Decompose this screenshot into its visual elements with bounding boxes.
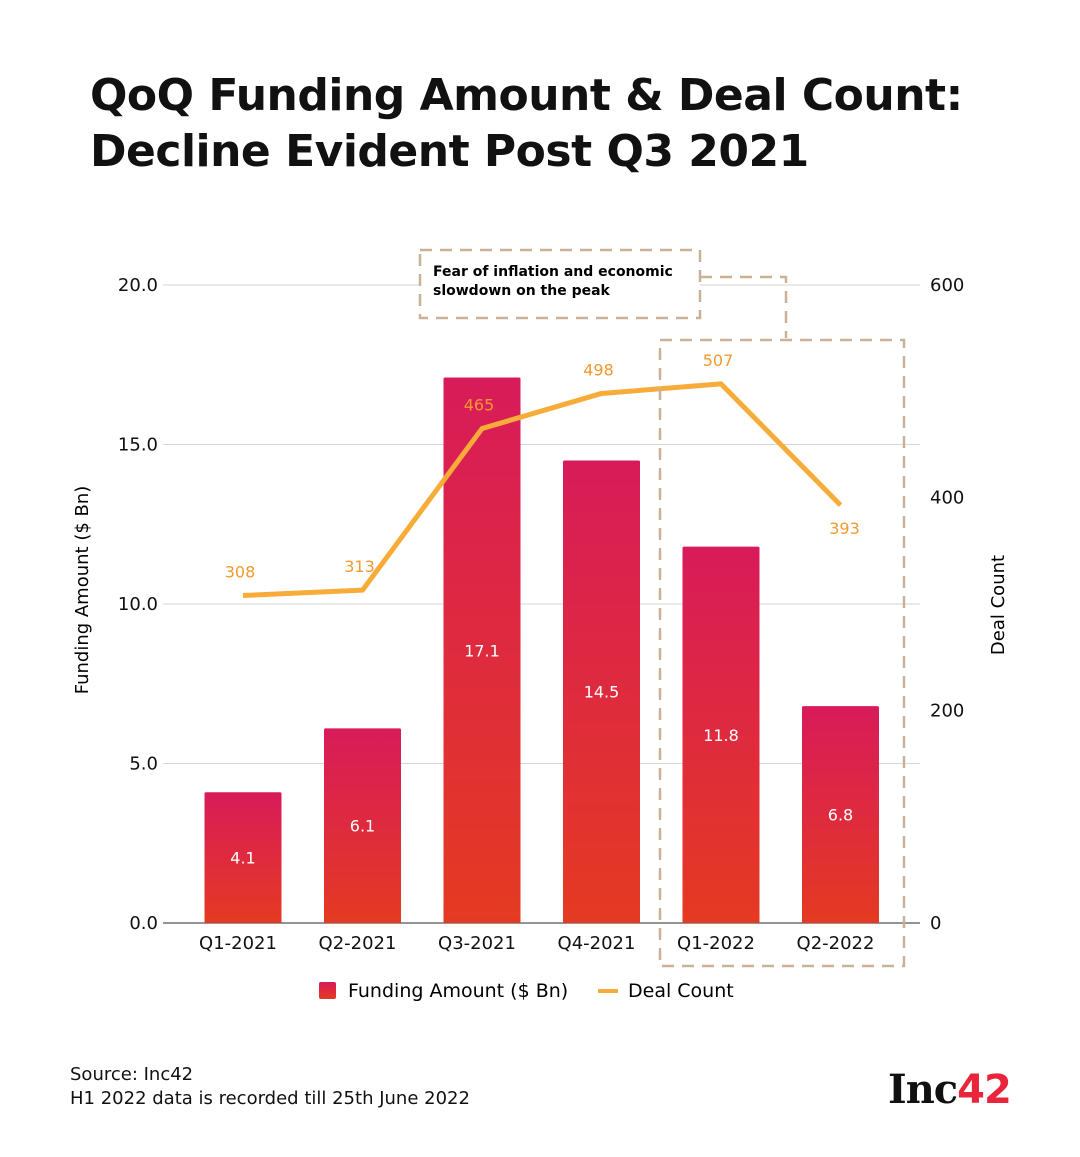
x-tick-label: Q1-2022 bbox=[677, 933, 755, 954]
deal-count-label: 308 bbox=[225, 562, 256, 581]
bar-value-label: 6.1 bbox=[350, 817, 375, 836]
bar-value-label: 4.1 bbox=[230, 849, 255, 868]
y-left-tick-label: 5.0 bbox=[129, 754, 158, 775]
highlight-box bbox=[658, 338, 906, 968]
annotation-box bbox=[418, 248, 702, 320]
bar-Q3-2021 bbox=[443, 377, 521, 923]
chart-title: QoQ Funding Amount & Deal Count: Decline … bbox=[90, 70, 963, 177]
deal-count-label: 507 bbox=[703, 351, 734, 370]
deal-count-label: 498 bbox=[583, 360, 614, 379]
deal-count-label: 393 bbox=[829, 519, 860, 538]
x-tick-label: Q1-2021 bbox=[199, 933, 277, 954]
bar-Q2-2022 bbox=[802, 706, 879, 923]
deal-count-label: 465 bbox=[464, 396, 495, 415]
y-right-tick-label: 400 bbox=[930, 488, 964, 509]
y-left-tick-label: 0.0 bbox=[129, 913, 158, 934]
y-left-tick-label: 10.0 bbox=[118, 594, 158, 615]
legend-line-swatch bbox=[598, 989, 618, 993]
x-tick-label: Q2-2021 bbox=[319, 933, 397, 954]
logo-number: 42 bbox=[957, 1067, 1012, 1113]
note-text: H1 2022 data is recorded till 25th June … bbox=[70, 1088, 470, 1109]
legend-bar-swatch bbox=[319, 982, 336, 999]
bar-value-label: 6.8 bbox=[828, 806, 853, 825]
bar-value-label: 17.1 bbox=[464, 641, 500, 660]
y-right-tick-label: 200 bbox=[930, 700, 964, 721]
bar-Q1-2022 bbox=[682, 546, 760, 923]
source-text: Source: Inc42 bbox=[70, 1064, 194, 1085]
x-tick-label: Q3-2021 bbox=[438, 933, 516, 954]
y-right-tick-label: 600 bbox=[930, 275, 964, 296]
y-left-tick-label: 15.0 bbox=[118, 435, 158, 456]
y-right-tick-label: 0 bbox=[930, 913, 941, 934]
bar-Q4-2021 bbox=[563, 460, 640, 923]
legend-deal-label: Deal Count bbox=[628, 980, 734, 1002]
annotation-connector bbox=[700, 275, 788, 338]
annotation-text-line2: slowdown on the peak bbox=[433, 283, 611, 299]
y-left-tick-label: 20.0 bbox=[118, 275, 158, 296]
x-tick-label: Q2-2022 bbox=[797, 933, 875, 954]
deal-count-label: 313 bbox=[344, 557, 375, 576]
footer: Source: Inc42 H1 2022 data is recorded t… bbox=[70, 1063, 470, 1111]
y-axis-right-label: Deal Count bbox=[988, 555, 1009, 655]
y-axis-left-label: Funding Amount ($ Bn) bbox=[72, 486, 93, 695]
bar-value-label: 14.5 bbox=[584, 683, 620, 702]
x-tick-label: Q4-2021 bbox=[558, 933, 636, 954]
logo-text: Inc bbox=[888, 1066, 958, 1113]
bar-value-label: 11.8 bbox=[703, 726, 739, 745]
legend-funding-label: Funding Amount ($ Bn) bbox=[348, 980, 568, 1002]
inc42-logo: Inc42 bbox=[888, 1066, 1012, 1113]
deal-count-line bbox=[242, 381, 843, 598]
annotation-text-line1: Fear of inflation and economic bbox=[433, 264, 673, 280]
bar-Q1-2021 bbox=[204, 792, 282, 923]
bar-Q2-2021 bbox=[324, 728, 401, 923]
